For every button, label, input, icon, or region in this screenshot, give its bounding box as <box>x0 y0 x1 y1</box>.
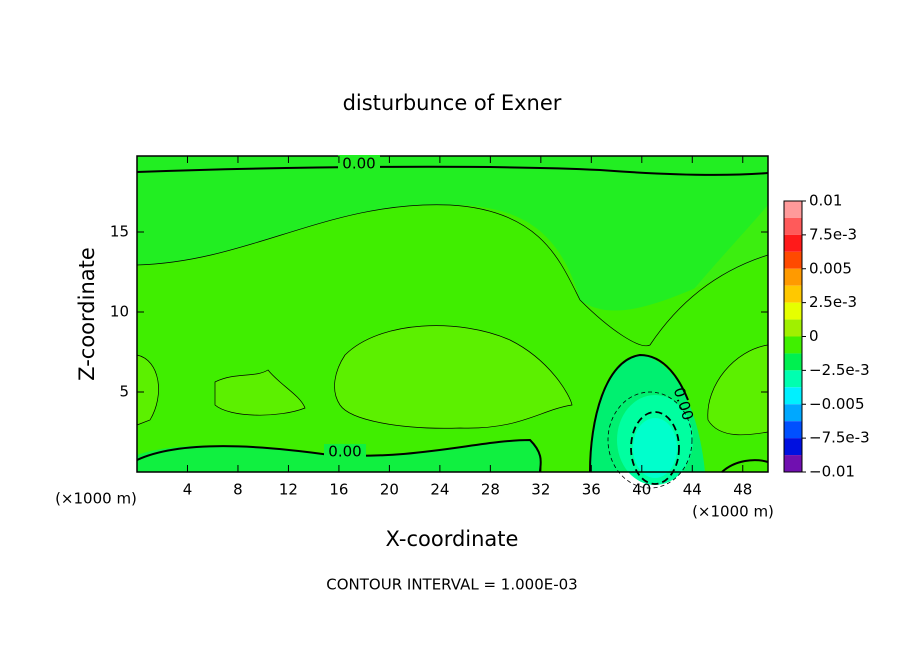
colorbar-cell <box>784 438 802 456</box>
plot-frame <box>136 155 769 473</box>
field-blob <box>137 355 159 425</box>
contour-line <box>334 325 573 429</box>
x-tick-label: 24 <box>430 481 449 499</box>
colorbar-label: −0.005 <box>809 395 865 413</box>
colorbar-label: 7.5e-3 <box>809 225 857 243</box>
x-tick-label: 12 <box>279 481 298 499</box>
colorbar-cell <box>784 268 802 286</box>
contour-negative <box>607 391 693 489</box>
x-tick-label: 8 <box>233 481 243 499</box>
colorbar-label: 0.01 <box>809 192 842 210</box>
x-tick-label: 44 <box>683 481 702 499</box>
colorbar-label: 0.005 <box>809 259 852 277</box>
contour-zero <box>136 438 542 473</box>
colorbar-cell <box>784 404 802 422</box>
field-blob <box>334 325 572 429</box>
colorbar-label: 0 <box>809 327 819 345</box>
contour-label: 0.00 <box>328 443 361 461</box>
y-tick-label: 15 <box>110 223 129 241</box>
y-tick-label: 5 <box>119 383 129 401</box>
field-blob <box>707 345 768 435</box>
label-bg <box>324 444 366 460</box>
colorbar-label: 2.5e-3 <box>809 293 857 311</box>
contour-line <box>707 344 769 436</box>
x-tick-label: 32 <box>531 481 550 499</box>
contour-negative <box>630 411 680 485</box>
unit-label: (×1000 m) <box>55 490 137 508</box>
field <box>137 156 768 485</box>
contour-label: 0.00 <box>342 155 375 173</box>
unit-label: (×1000 m) <box>692 503 774 521</box>
contour-line <box>136 354 159 426</box>
contour-zero <box>721 459 769 473</box>
colorbar-cell <box>784 201 802 218</box>
x-tick-label: 48 <box>733 481 752 499</box>
colorbar-cell <box>784 336 802 354</box>
y-tick-label: 10 <box>110 303 129 321</box>
colorbar-cell <box>784 302 802 320</box>
colorbar-cell <box>784 353 802 371</box>
colorbar-cell <box>784 285 802 303</box>
field-negative <box>633 418 677 478</box>
contour-zero <box>589 353 689 473</box>
colorbar-label: −7.5e-3 <box>809 429 870 447</box>
footer: CONTOUR INTERVAL = 1.000E-03 <box>326 576 577 594</box>
chart-title: disturbunce of Exner <box>343 91 562 115</box>
colorbar-cell <box>784 370 802 388</box>
contour-lines <box>136 165 769 489</box>
x-axis-label: X-coordinate <box>386 527 519 551</box>
colorbar-cell <box>784 387 802 405</box>
colorbar-cell <box>784 234 802 252</box>
x-tick-label: 36 <box>582 481 601 499</box>
x-tick-label: 28 <box>481 481 500 499</box>
colorbar-cell <box>784 319 802 337</box>
label-bg <box>338 155 380 171</box>
y-axis-label: Z-coordinate <box>75 247 99 381</box>
colorbar-cell <box>784 217 802 235</box>
field-blob <box>215 370 305 416</box>
x-tick-label: 40 <box>632 481 651 499</box>
contour-zero <box>136 165 769 176</box>
colorbar-label: −0.01 <box>809 463 855 481</box>
contour-line <box>214 369 306 416</box>
colorbar-cell <box>784 251 802 269</box>
x-tick-label: 20 <box>380 481 399 499</box>
contour-line <box>136 204 769 347</box>
x-tick-label: 16 <box>329 481 348 499</box>
colorbar-label: −2.5e-3 <box>809 361 870 379</box>
x-tick-label: 4 <box>183 481 193 499</box>
colorbar-cell <box>784 455 802 472</box>
colorbar-cell <box>784 421 802 439</box>
